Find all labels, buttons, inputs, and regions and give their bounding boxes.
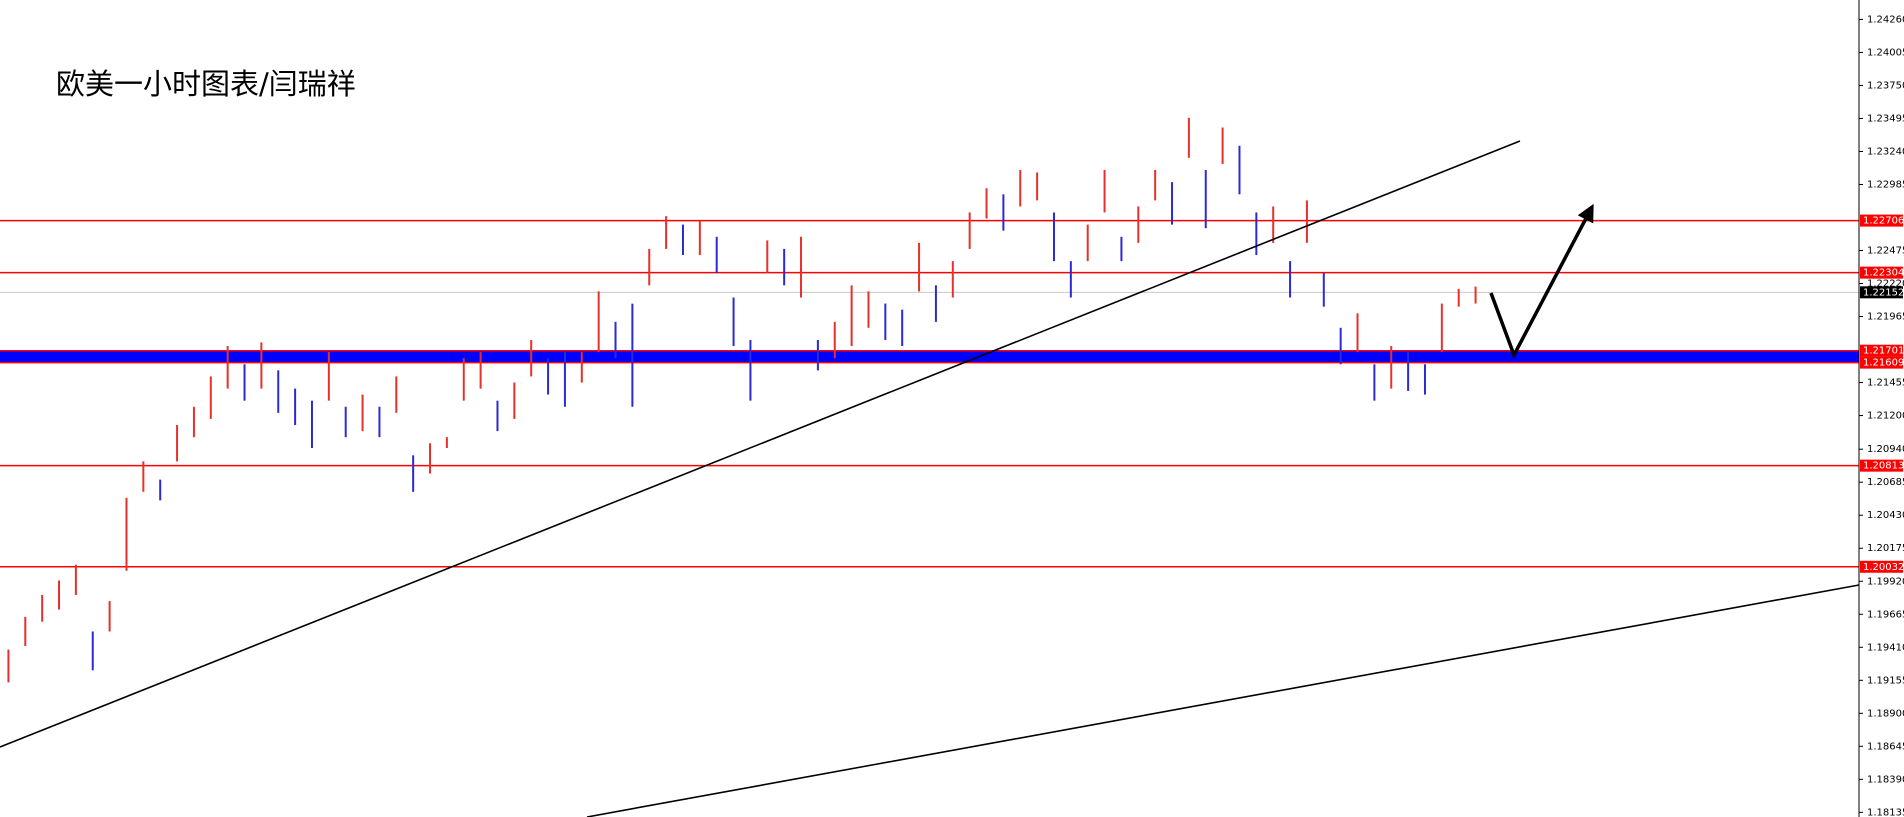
price-axis-labels: 1.24260 1.24005 1.23750 1.23495 1.23240 1.229… — [1859, 14, 1904, 817]
trend-line — [0, 140, 1521, 748]
level-label: 1.22706 — [1863, 216, 1904, 227]
y-tick-label: 1.19665 — [1867, 609, 1904, 620]
band-level-box — [1860, 356, 1903, 369]
band-level-box — [1860, 344, 1903, 357]
y-tick-label: 1.19155 — [1867, 675, 1904, 686]
y-tick-label: 1.23495 — [1867, 113, 1904, 124]
chart-title: 欧美一小时图表/闫瑞祥 — [56, 67, 356, 101]
level-box — [1860, 459, 1903, 472]
y-tick-label: 1.20430 — [1867, 510, 1904, 521]
band-level-label: 1.21701 — [1863, 346, 1904, 357]
levels — [0, 219, 1859, 568]
current-price-box — [1860, 286, 1903, 299]
y-tick-label: 1.19410 — [1867, 642, 1904, 653]
y-tick-label: 1.23240 — [1867, 146, 1904, 157]
price-bars — [7, 117, 1477, 683]
level-box — [1860, 560, 1903, 573]
y-tick-label: 1.21455 — [1867, 378, 1904, 389]
y-tick-label: 1.22985 — [1867, 179, 1904, 190]
y-tick-label: 1.22475 — [1867, 245, 1904, 256]
y-tick-label: 1.20175 — [1867, 543, 1904, 554]
y-tick-label: 1.24260 — [1867, 14, 1904, 25]
band-level-label: 1.21609 — [1863, 358, 1904, 369]
level-label: 1.22304 — [1863, 268, 1904, 279]
support-band — [0, 350, 1859, 363]
trend-line — [586, 584, 1860, 817]
y-tick-label: 1.20940 — [1867, 444, 1904, 455]
y-tick-label: 1.18900 — [1867, 708, 1904, 719]
y-tick-label: 1.20685 — [1867, 477, 1904, 488]
y-tick-label: 1.23750 — [1867, 80, 1904, 91]
y-tick-label: 1.18135 — [1867, 807, 1904, 817]
current-price-label: 1.22152 — [1863, 287, 1904, 298]
y-tick-label: 1.24005 — [1867, 47, 1904, 58]
y-tick-label: 1.18390 — [1867, 774, 1904, 785]
level-box — [1860, 214, 1903, 227]
level-label: 1.20032 — [1863, 562, 1904, 573]
y-tick-label: 1.21200 — [1867, 411, 1904, 422]
level-box — [1860, 266, 1903, 279]
y-tick-label: 1.19920 — [1867, 576, 1904, 587]
level-label: 1.20813 — [1863, 461, 1904, 472]
y-tick-label: 1.21965 — [1867, 312, 1904, 323]
y-tick-label: 1.18645 — [1867, 741, 1904, 752]
y-tick-label: 1.22220 — [1867, 279, 1904, 290]
projection-arrow — [1489, 203, 1594, 360]
